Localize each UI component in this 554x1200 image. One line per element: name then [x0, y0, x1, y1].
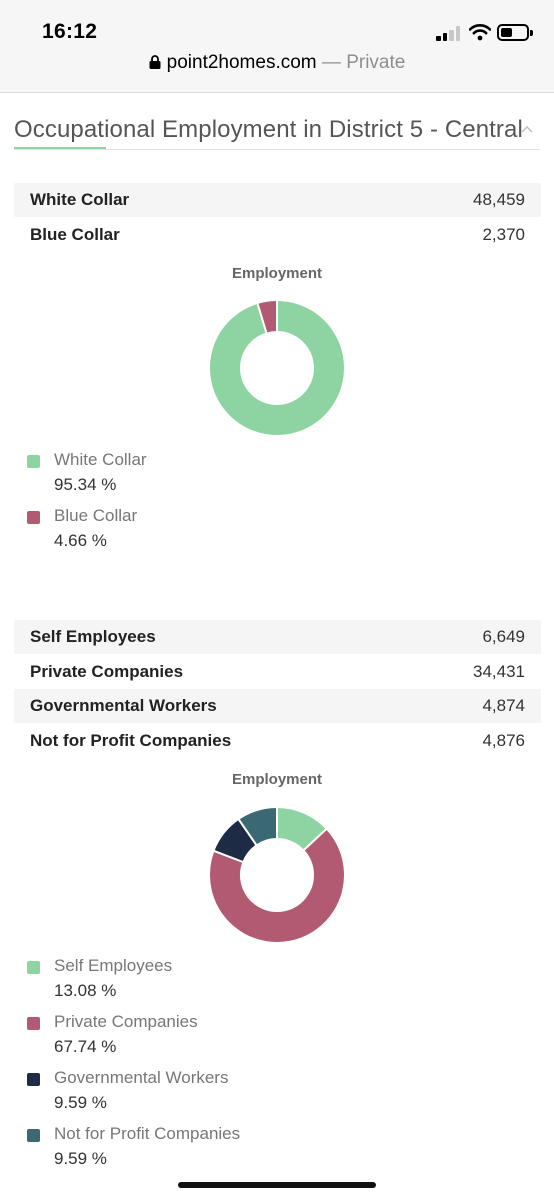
legend-percent: 67.74 % [54, 1037, 117, 1056]
table-row-not-for-profit: Not for Profit Companies 4,876 [14, 724, 541, 758]
status-bar: 16:12 point2homes.com — Private [0, 0, 554, 93]
legend-label: Not for Profit Companies [54, 1124, 241, 1143]
legend-label: Self Employees [54, 956, 173, 975]
legend-label: Blue Collar [54, 506, 138, 525]
legend-percent: 4.66 % [54, 531, 107, 550]
legend-percent: 9.59 % [54, 1149, 107, 1168]
section-title[interactable]: Occupational Employment in District 5 - … [14, 116, 523, 143]
legend-label: Private Companies [54, 1012, 198, 1031]
row-label: Private Companies [30, 662, 184, 681]
legend-swatch [27, 1129, 40, 1142]
row-value: 6,649 [482, 627, 525, 646]
table-row-governmental-workers: Governmental Workers 4,874 [14, 689, 541, 723]
row-value: 4,874 [482, 696, 525, 715]
legend-percent: 13.08 % [54, 981, 117, 1000]
legend-label: Governmental Workers [54, 1068, 229, 1087]
donut-slice-white-collar[interactable] [208, 298, 346, 437]
donut-slice-blue-collar[interactable] [256, 298, 278, 335]
row-value: 4,876 [482, 731, 525, 750]
legend-swatch [27, 961, 40, 974]
lock-icon [149, 55, 161, 69]
address-separator: — [316, 52, 347, 73]
wifi-icon [469, 24, 491, 41]
row-label: White Collar [30, 190, 130, 209]
table-row-self-employees: Self Employees 6,649 [14, 620, 541, 654]
table-row-blue-collar: Blue Collar 2,370 [14, 218, 541, 252]
legend-swatch [27, 455, 40, 468]
row-label: Blue Collar [30, 225, 120, 244]
chevron-up-icon[interactable] [521, 124, 533, 136]
donut-slice-not-for-profit-companies[interactable] [237, 805, 278, 847]
address-domain: point2homes.com [166, 52, 317, 73]
employment-sector-donut-chart [208, 805, 346, 944]
table-row-private-companies: Private Companies 34,431 [14, 655, 541, 689]
address-bar[interactable]: point2homes.com — Private [0, 52, 554, 74]
battery-icon [497, 24, 533, 41]
chart-title: Employment [231, 771, 322, 788]
employment-collar-donut-chart [208, 298, 346, 437]
status-time: 16:12 [42, 20, 98, 43]
legend-swatch [27, 1017, 40, 1030]
title-underline [14, 147, 106, 149]
row-label: Governmental Workers [30, 696, 217, 715]
row-label: Self Employees [30, 627, 156, 646]
home-indicator[interactable] [178, 1182, 376, 1188]
legend-label: White Collar [54, 450, 147, 469]
table-row-white-collar: White Collar 48,459 [14, 183, 541, 217]
row-label: Not for Profit Companies [30, 731, 232, 750]
row-value: 34,431 [473, 662, 525, 681]
legend-percent: 95.34 % [54, 475, 117, 494]
legend-swatch [27, 511, 40, 524]
private-mode-label: Private [346, 52, 406, 73]
row-value: 2,370 [482, 225, 525, 244]
legend-swatch [27, 1073, 40, 1086]
donut-slice-private-companies[interactable] [208, 827, 346, 944]
legend-percent: 9.59 % [54, 1093, 107, 1112]
row-value: 48,459 [473, 190, 525, 209]
cellular-signal-icon [436, 25, 462, 41]
divider [14, 149, 540, 150]
chart-title: Employment [231, 265, 322, 282]
